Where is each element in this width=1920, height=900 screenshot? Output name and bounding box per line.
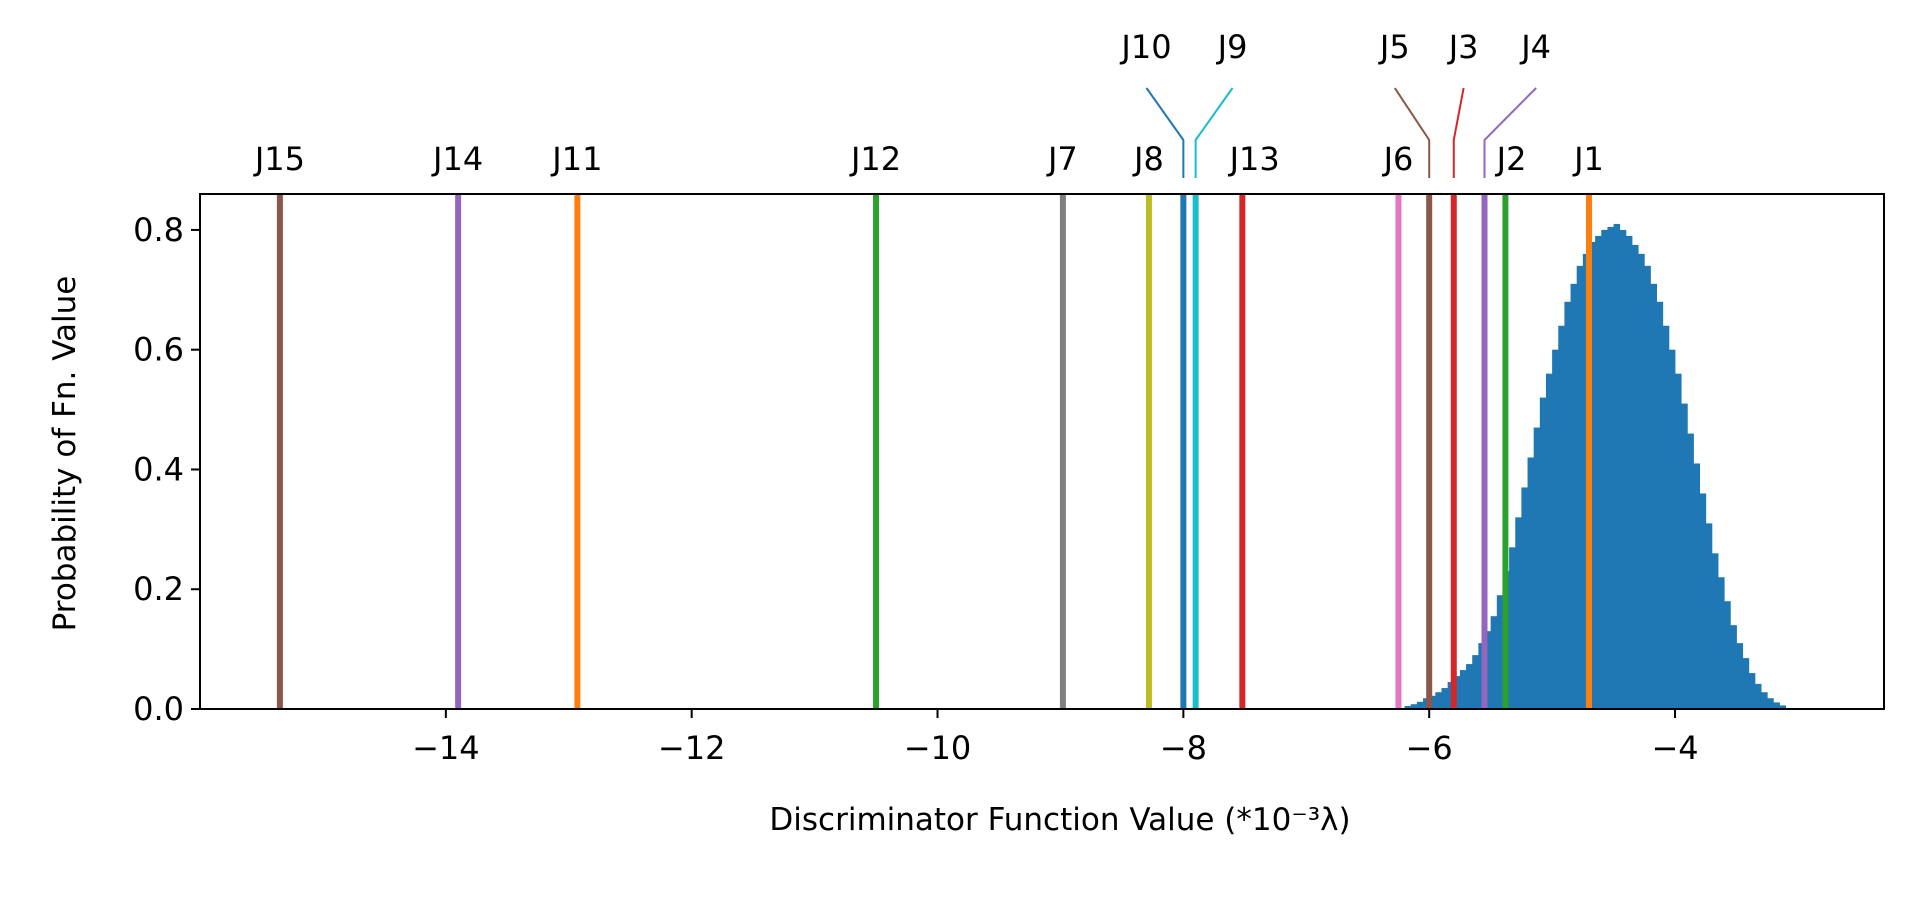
histogram-bar	[1761, 692, 1768, 709]
histogram-bar	[1644, 265, 1651, 709]
histogram-bar	[1748, 673, 1756, 709]
histogram-bar	[1638, 253, 1645, 709]
x-tick-label: −4	[1651, 729, 1698, 767]
histogram-bar	[1490, 616, 1498, 709]
y-tick-label: 0.8	[133, 211, 184, 249]
histogram-bar	[1429, 695, 1436, 709]
marker-leader	[1483, 87, 1537, 178]
histogram	[1404, 223, 1787, 710]
histogram-bar	[1472, 655, 1479, 709]
histogram-bar	[1681, 403, 1688, 709]
histogram-bar	[1693, 463, 1701, 709]
y-axis: 0.0 0.2 0.4 0.6 0.8	[133, 211, 200, 728]
histogram-bar	[1515, 517, 1522, 709]
marker-label: J2	[1495, 140, 1527, 178]
x-tick-label: −10	[904, 729, 972, 767]
x-tick-label: −14	[412, 729, 480, 767]
marker-label: J1	[1572, 140, 1604, 178]
histogram-bar	[1496, 595, 1504, 709]
marker-label: J6	[1382, 140, 1414, 178]
histogram-bar	[1607, 226, 1614, 710]
marker-label: J11	[550, 140, 602, 178]
marker-label: J12	[849, 140, 901, 178]
histogram-bar	[1613, 223, 1621, 709]
histogram-bar	[1773, 702, 1780, 709]
histogram-bar	[1404, 706, 1412, 709]
plot-frame	[199, 193, 1885, 710]
x-axis-label: Discriminator Function Value (*10⁻³λ)	[769, 802, 1350, 838]
histogram-bar	[1595, 235, 1602, 709]
histogram-bar	[1484, 631, 1492, 709]
histogram-bar	[1779, 705, 1787, 709]
histogram-bar	[1410, 704, 1418, 709]
histogram-bar	[1576, 265, 1584, 709]
x-tick-label: −6	[1406, 729, 1453, 767]
x-tick-label: −8	[1160, 729, 1207, 767]
marker-label: J14	[431, 140, 483, 178]
histogram-bar	[1533, 427, 1541, 709]
marker-lines: J15 J14 J11 J12 J7 J8 J10 J9 J13 J6 J5 J3 J4 J2 J1	[253, 28, 1604, 709]
marker-leader	[1393, 87, 1431, 178]
histogram-bar	[1527, 457, 1535, 709]
histogram-bar	[1539, 397, 1547, 709]
marker-label: J9	[1216, 28, 1248, 66]
histogram-bar	[1435, 692, 1442, 709]
marker-label: J8	[1132, 140, 1164, 178]
marker-label: J15	[253, 140, 305, 178]
histogram-bar	[1662, 325, 1670, 709]
x-axis: −14 −12 −10 −8 −6 −4	[412, 709, 1699, 767]
y-tick-label: 0.4	[133, 450, 184, 488]
histogram-bar	[1754, 683, 1762, 709]
histogram-bar	[1521, 487, 1528, 709]
y-axis-label: Probability of Fn. Value	[47, 276, 83, 632]
histogram-bar	[1711, 553, 1719, 709]
histogram-bar	[1459, 670, 1467, 709]
histogram-bar	[1625, 235, 1633, 709]
marker-label: J13	[1228, 140, 1280, 178]
histogram-bar	[1509, 547, 1516, 709]
histogram-bar	[1742, 658, 1750, 709]
histogram-bar	[1687, 433, 1694, 709]
histogram-bar	[1668, 349, 1676, 709]
marker-leader	[1145, 87, 1185, 178]
histogram-bar	[1705, 523, 1713, 709]
histogram-bar	[1601, 229, 1608, 709]
histogram-bar	[1730, 625, 1737, 709]
x-tick-label: −12	[658, 729, 726, 767]
marker-label: J4	[1519, 28, 1551, 66]
histogram-bar	[1570, 283, 1578, 709]
y-tick-label: 0.2	[133, 570, 184, 608]
y-tick-label: 0.0	[133, 690, 184, 728]
marker-label: J3	[1447, 28, 1479, 66]
marker-leader	[1452, 87, 1465, 178]
marker-label: J10	[1119, 28, 1171, 66]
histogram-bar	[1558, 325, 1565, 709]
histogram-bar	[1545, 373, 1553, 709]
histogram-bar	[1718, 577, 1725, 709]
marker-label: J7	[1046, 140, 1078, 178]
histogram-bar	[1724, 601, 1731, 709]
marker-label: J5	[1378, 28, 1410, 66]
histogram-bar	[1632, 244, 1639, 709]
histogram-bar	[1441, 688, 1449, 709]
y-tick-label: 0.6	[133, 331, 184, 369]
histogram-bar	[1466, 664, 1473, 709]
histogram-bar	[1564, 301, 1571, 709]
histogram-bar	[1453, 676, 1461, 709]
histogram-bar	[1552, 349, 1559, 709]
histogram-bar	[1656, 301, 1664, 709]
histogram-bar	[1416, 701, 1424, 709]
histogram-bar	[1588, 241, 1596, 709]
histogram-bar	[1619, 229, 1627, 709]
marker-leader	[1194, 87, 1234, 178]
histogram-bar	[1675, 373, 1682, 709]
histogram-bar	[1699, 493, 1707, 709]
histogram-bar	[1736, 643, 1744, 709]
histogram-bar	[1767, 698, 1774, 709]
histogram-bar	[1650, 283, 1657, 709]
